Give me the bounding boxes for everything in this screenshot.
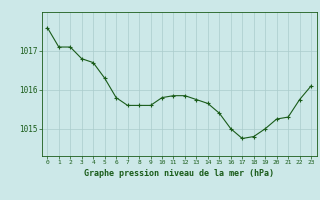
X-axis label: Graphe pression niveau de la mer (hPa): Graphe pression niveau de la mer (hPa)	[84, 169, 274, 178]
